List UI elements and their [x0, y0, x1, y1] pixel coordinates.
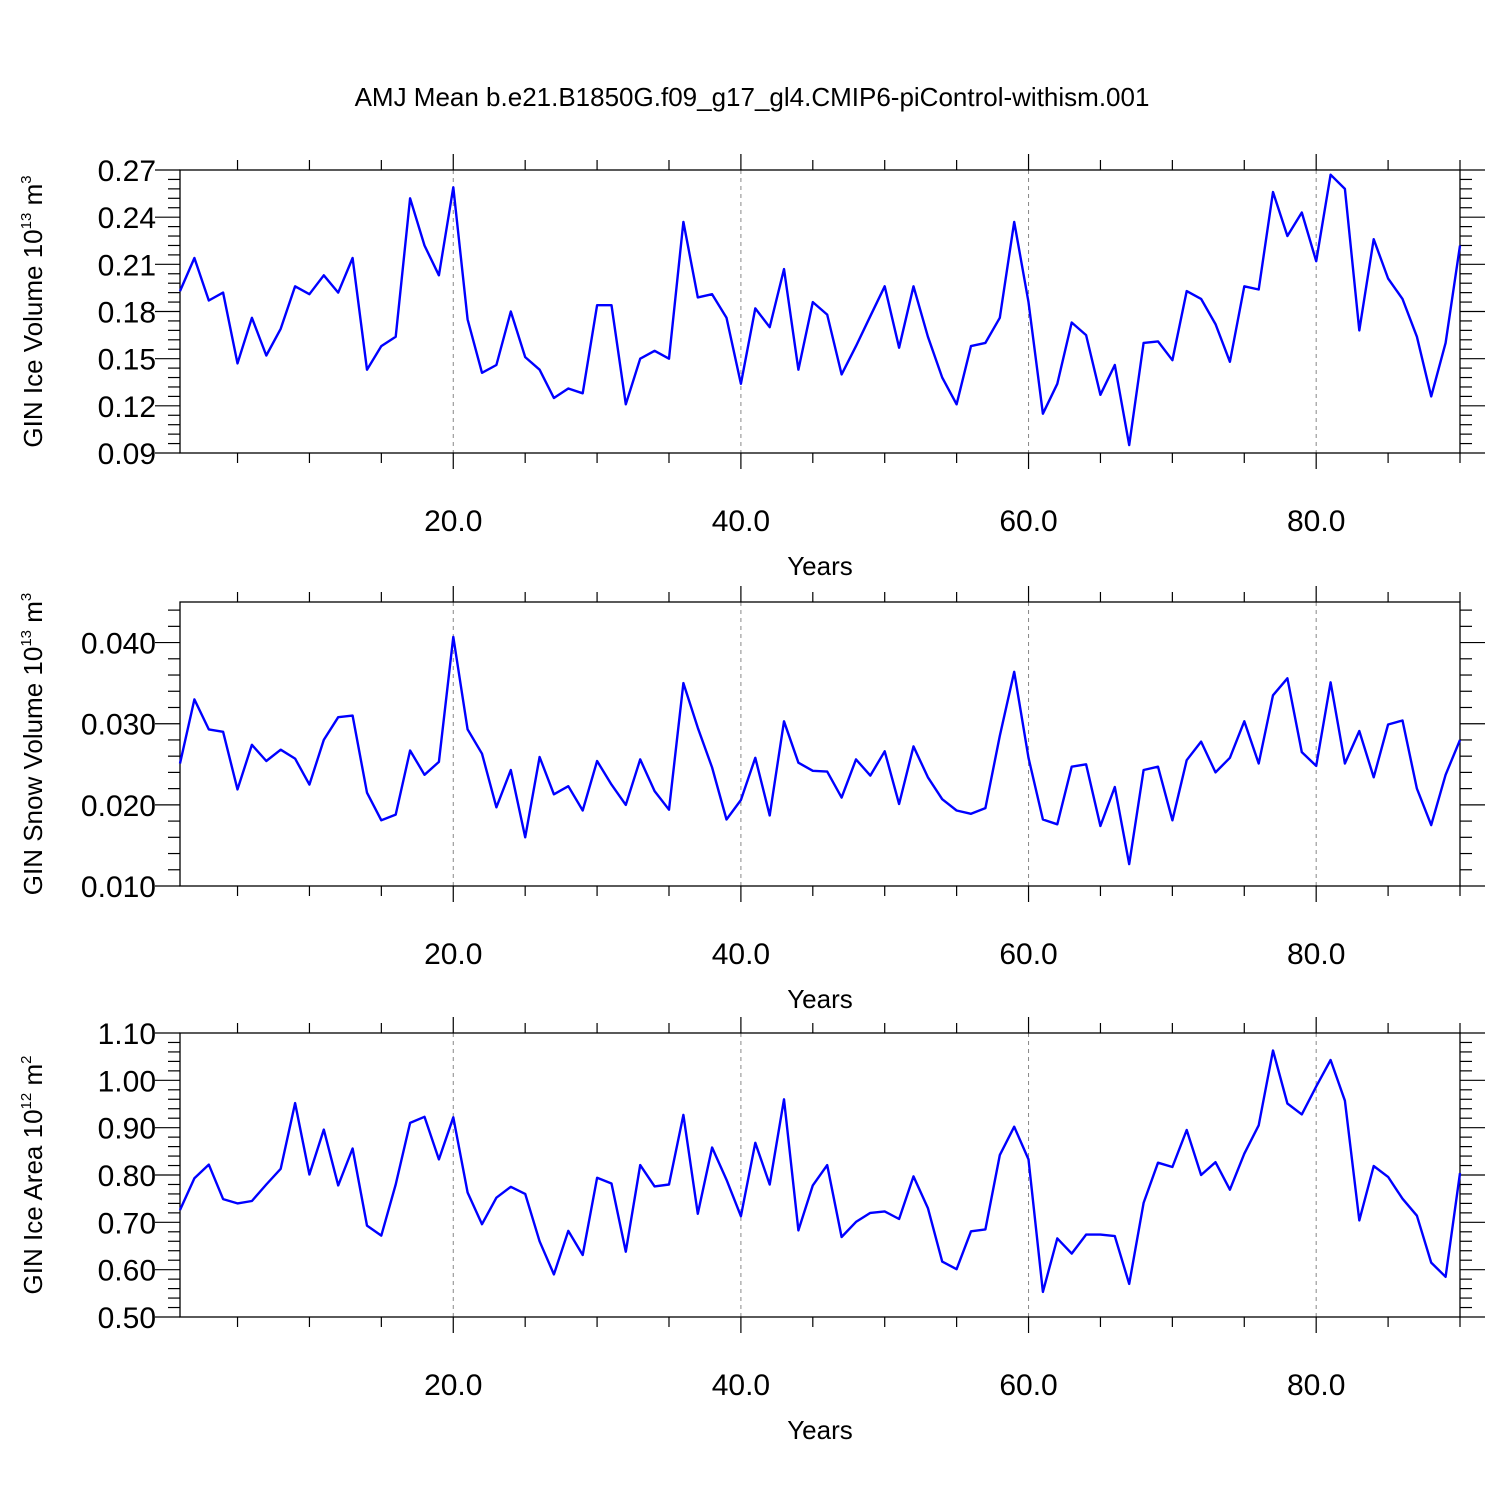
plot-frame [179, 169, 1461, 454]
figure-title: AMJ Mean b.e21.B1850G.f09_g17_gl4.CMIP6-… [355, 82, 1150, 112]
y-tick-label: 0.27 [98, 155, 156, 188]
y-tick-label: 0.040 [81, 628, 156, 661]
x-axis-label: Years [787, 984, 853, 1014]
chart-panel-3: 0.50 0.60 0.70 0.80 0.90 1.00 1.10 20.0 40.0 60.0… [18, 1017, 1485, 1445]
y-axis-label-unit: m [18, 601, 48, 630]
x-tick-label: 40.0 [712, 1369, 770, 1402]
y-tick-label: 1.00 [98, 1065, 156, 1098]
x-tick-label: 80.0 [1287, 505, 1345, 538]
y-axis-label-main: GIN Ice Area 10 [18, 1109, 48, 1294]
y-axis-label-main: GIN Snow Volume 10 [18, 647, 48, 896]
x-tick-label: 40.0 [712, 505, 770, 538]
x-tick-label: 80.0 [1287, 938, 1345, 971]
y-tick-label: 0.60 [98, 1255, 156, 1288]
series-line [178, 635, 1462, 866]
y-tick-label: 0.18 [98, 297, 156, 330]
chart-panel-1: 0.09 0.12 0.15 0.18 0.21 0.24 0.27 20.0 40.0 60.0… [18, 154, 1485, 581]
y-tick-label: 0.70 [98, 1207, 156, 1240]
plot-frame [179, 601, 1461, 887]
x-tick-label: 60.0 [999, 505, 1057, 538]
x-tick-label: 20.0 [424, 938, 482, 971]
y-tick-label: 0.80 [98, 1160, 156, 1193]
y-tick-label: 0.12 [98, 391, 156, 424]
y-tick-label: 0.90 [98, 1113, 156, 1146]
y-tick-label: 0.030 [81, 709, 156, 742]
x-tick-label: 60.0 [999, 1369, 1057, 1402]
y-axis-label-sup: 13 [18, 630, 35, 647]
y-axis-label-sup: 12 [18, 1093, 35, 1110]
x-tick-label: 40.0 [712, 938, 770, 971]
chart-panel-2: 0.010 0.020 0.030 0.040 20.0 40.0 60.0 80.0 Year… [18, 586, 1485, 1014]
y-axis-label-unit-sup: 3 [18, 593, 35, 601]
x-axis-label: Years [787, 1415, 853, 1445]
x-tick-label: 60.0 [999, 938, 1057, 971]
y-tick-label: 1.10 [98, 1018, 156, 1051]
x-axis-label: Years [787, 551, 853, 581]
y-axis-label-unit-sup: 3 [18, 175, 35, 183]
y-axis-label-sup: 13 [18, 213, 35, 230]
x-tick-label: 20.0 [424, 1369, 482, 1402]
y-axis-label: GIN Ice Area 1012 m2 [18, 1056, 48, 1295]
x-tick-label: 80.0 [1287, 1369, 1345, 1402]
y-tick-label: 0.020 [81, 790, 156, 823]
y-tick-label: 0.24 [98, 202, 156, 235]
y-axis-label: GIN Snow Volume 1013 m3 [18, 593, 48, 896]
y-axis-label-unit: m [18, 184, 48, 213]
y-tick-label: 0.010 [81, 871, 156, 904]
y-tick-label: 0.15 [98, 344, 156, 377]
series-line [178, 1049, 1462, 1294]
x-tick-label: 20.0 [424, 505, 482, 538]
y-tick-label: 0.21 [98, 249, 156, 282]
y-axis-label-unit: m [18, 1064, 48, 1093]
y-axis-label-main: GIN Ice Volume 10 [18, 229, 48, 447]
y-tick-label: 0.09 [98, 438, 156, 471]
panels-group: 0.09 0.12 0.15 0.18 0.21 0.24 0.27 20.0 40.0 60.0… [18, 154, 1485, 1445]
series-line [178, 173, 1462, 447]
y-axis-label: GIN Ice Volume 1013 m3 [18, 175, 48, 447]
y-tick-label: 0.50 [98, 1302, 156, 1335]
y-axis-label-unit-sup: 2 [18, 1056, 35, 1064]
